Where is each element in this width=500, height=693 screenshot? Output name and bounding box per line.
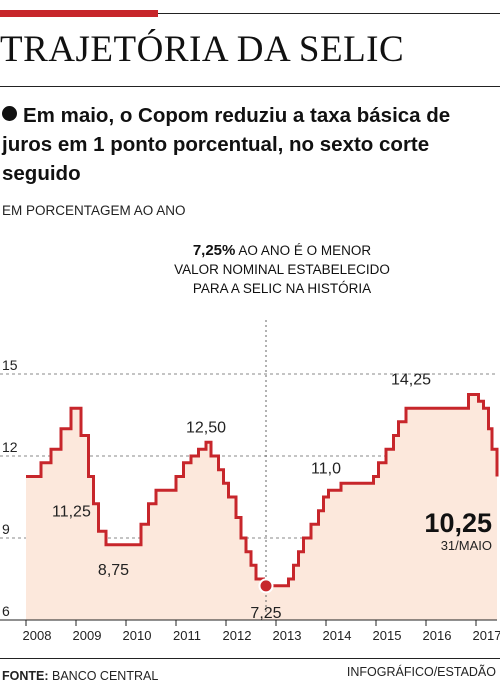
selic-chart: 6 9 12 15 2008 2009 2010 2011 2012 2013 2014 2015 20…	[0, 320, 500, 643]
subtitle: Em maio, o Copom reduziu a taxa básica d…	[2, 101, 497, 188]
data-label: 11,0	[311, 460, 341, 477]
title-rule	[0, 86, 500, 87]
annotation-box: 7,25% AO ANO É O MENOR VALOR NOMINAL EST…	[170, 241, 394, 298]
x-tick-label: 2009	[73, 628, 102, 643]
x-tick-label: 2012	[223, 628, 252, 643]
final-date-label: 31/MAIO	[441, 538, 492, 553]
data-label: 7,25	[250, 605, 281, 622]
x-tick-label: 2010	[123, 628, 152, 643]
unit-label: EM PORCENTAGEM AO ANO	[2, 203, 186, 218]
x-tick-label: 2016	[423, 628, 452, 643]
subtitle-text: Em maio, o Copom reduziu a taxa básica d…	[2, 104, 451, 185]
x-tick-label: 2015	[373, 628, 402, 643]
y-tick-label: 6	[2, 603, 10, 619]
y-tick-label: 9	[2, 521, 10, 537]
axis-layer: 6 9 12 15 2008 2009 2010 2011 2012 2013 2014 2015 20…	[0, 357, 500, 643]
series-line	[26, 393, 499, 588]
accent-bar	[0, 10, 158, 17]
credit-label: INFOGRÁFICO/ESTADÃO	[346, 665, 496, 679]
area-fill	[26, 394, 497, 620]
y-tick-label: 12	[2, 439, 18, 455]
x-tick-label: 2013	[273, 628, 302, 643]
source-value: BANCO CENTRAL	[48, 669, 159, 683]
data-label: 11,25	[52, 504, 91, 521]
final-value-label: 10,25	[424, 508, 492, 538]
annotation-text: AO ANO É O MENOR VALOR NOMINAL ESTABELEC…	[174, 243, 390, 296]
y-tick-label: 15	[2, 357, 18, 373]
bullet-dot	[2, 106, 17, 121]
lowest-point-marker	[258, 578, 274, 594]
x-tick-label: 2017	[473, 628, 500, 643]
x-tick-label: 2011	[173, 628, 201, 643]
annotation-highlight: 7,25%	[192, 242, 236, 259]
page-title: TRAJETÓRIA DA SELIC	[0, 29, 405, 70]
x-tick-label: 2008	[23, 628, 52, 643]
source-label: FONTE: BANCO CENTRAL	[2, 669, 158, 683]
data-label: 8,75	[98, 562, 129, 579]
top-rule	[158, 13, 500, 14]
data-label: 12,50	[186, 419, 226, 436]
x-tick-label: 2014	[323, 628, 352, 643]
bottom-rule	[0, 658, 500, 659]
data-label: 14,25	[391, 372, 431, 389]
source-prefix: FONTE:	[2, 669, 49, 683]
